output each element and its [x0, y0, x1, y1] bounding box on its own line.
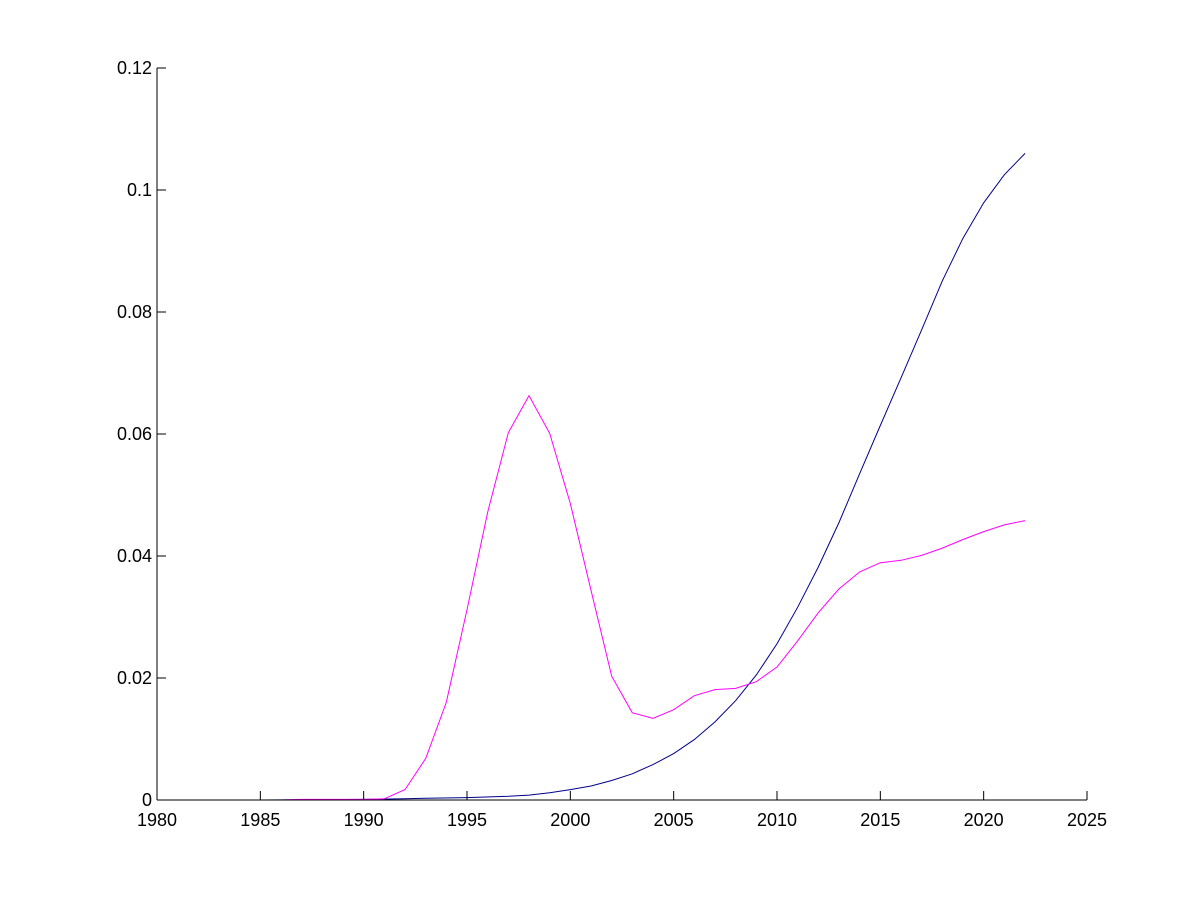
x-tick-label: 2010: [757, 810, 797, 830]
x-tick-label: 2025: [1067, 810, 1107, 830]
x-tick-label: 1985: [240, 810, 280, 830]
x-tick-label: 2005: [654, 810, 694, 830]
series-layer: [157, 153, 1026, 801]
axes-layer: 1980 1985 1990 1995 2000 2005 2010 2015 2020 2025…: [117, 58, 1107, 830]
x-tick-label: 2015: [860, 810, 900, 830]
x-tick-label: 2020: [964, 810, 1004, 830]
y-tick-label: 0.1: [127, 180, 152, 200]
y-tick-label: 0.06: [117, 424, 152, 444]
series-line-1: [157, 153, 1026, 801]
y-tick-label: 0: [142, 790, 152, 810]
y-tick-label: 0.12: [117, 58, 152, 78]
y-tick-label: 0.02: [117, 668, 152, 688]
x-tick-label: 1980: [137, 810, 177, 830]
x-tick-label: 1995: [447, 810, 487, 830]
x-tick-label: 2000: [550, 810, 590, 830]
y-tick-label: 0.08: [117, 302, 152, 322]
x-tick-label: 1990: [344, 810, 384, 830]
series-line-2: [157, 394, 1026, 801]
y-tick-label: 0.04: [117, 546, 152, 566]
